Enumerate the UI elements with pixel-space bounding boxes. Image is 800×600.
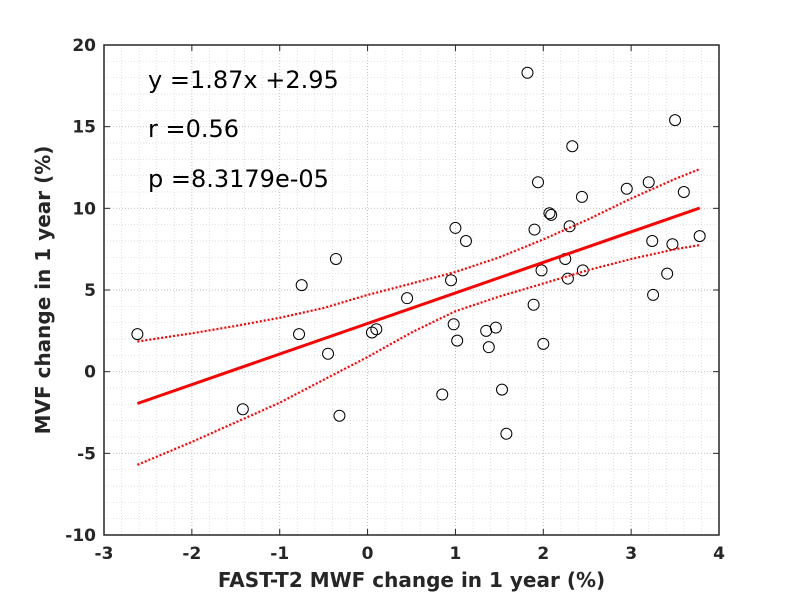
lower-confidence-band xyxy=(136,244,700,466)
grid xyxy=(103,44,720,536)
data-point xyxy=(647,288,660,301)
data-point xyxy=(537,337,550,350)
y-tick-label: 0 xyxy=(84,363,96,383)
upper-confidence-band xyxy=(137,168,701,343)
data-point xyxy=(445,274,458,287)
data-point xyxy=(329,252,342,265)
data-point xyxy=(447,318,460,331)
data-point xyxy=(693,230,706,243)
y-tick-label: 10 xyxy=(72,199,96,219)
data-point xyxy=(495,383,508,396)
p-value-annotation: p =8.3179e-05 xyxy=(148,165,329,193)
data-point xyxy=(545,208,558,221)
data-point xyxy=(661,267,674,280)
data-point xyxy=(370,323,383,336)
data-point xyxy=(642,176,655,189)
data-point xyxy=(295,279,308,292)
data-point xyxy=(131,328,144,341)
y-tick-label: 5 xyxy=(84,281,96,301)
x-tick-label: 1 xyxy=(450,544,462,564)
data-point xyxy=(333,409,346,422)
data-point xyxy=(489,321,502,334)
data-layer xyxy=(131,66,706,466)
x-tick-label: 4 xyxy=(713,544,725,564)
data-point xyxy=(543,207,556,220)
data-point xyxy=(500,427,513,440)
x-tick-label: 3 xyxy=(625,544,637,564)
x-tick-label: -2 xyxy=(182,544,201,564)
data-point xyxy=(666,238,679,251)
data-point xyxy=(677,186,690,198)
data-point xyxy=(575,190,588,203)
data-point xyxy=(365,326,378,339)
x-tick-label: -1 xyxy=(270,544,289,564)
regression-line xyxy=(136,206,701,405)
data-point xyxy=(236,403,249,416)
y-tick-label: 20 xyxy=(72,36,96,56)
y-tick-label: -10 xyxy=(65,526,96,546)
data-point xyxy=(566,140,579,153)
data-point xyxy=(322,347,335,360)
equation-annotation: y =1.87x +2.95 xyxy=(148,66,339,94)
data-point xyxy=(646,235,659,247)
data-point xyxy=(482,341,495,354)
data-point xyxy=(532,176,545,189)
y-tick-label: -5 xyxy=(77,444,96,464)
data-point xyxy=(293,328,306,341)
data-point xyxy=(521,66,534,79)
data-point xyxy=(620,182,633,195)
data-point xyxy=(459,235,472,247)
data-point xyxy=(527,298,540,311)
data-point xyxy=(401,292,414,305)
data-point xyxy=(436,388,449,401)
y-tick-label: 15 xyxy=(72,118,96,138)
x-tick-label: 0 xyxy=(362,544,374,564)
data-point xyxy=(563,220,576,233)
x-tick-label: -3 xyxy=(95,544,114,564)
data-point xyxy=(449,221,462,234)
correlation-annotation: r =0.56 xyxy=(148,115,239,143)
x-axis-label: FAST-T2 MWF change in 1 year (%) xyxy=(218,568,605,592)
data-point xyxy=(535,264,548,277)
x-tick-label: 2 xyxy=(537,544,549,564)
data-point xyxy=(528,223,541,236)
data-point xyxy=(451,334,464,347)
data-point xyxy=(669,114,682,127)
y-axis-label: MVF change in 1 year (%) xyxy=(31,146,55,435)
